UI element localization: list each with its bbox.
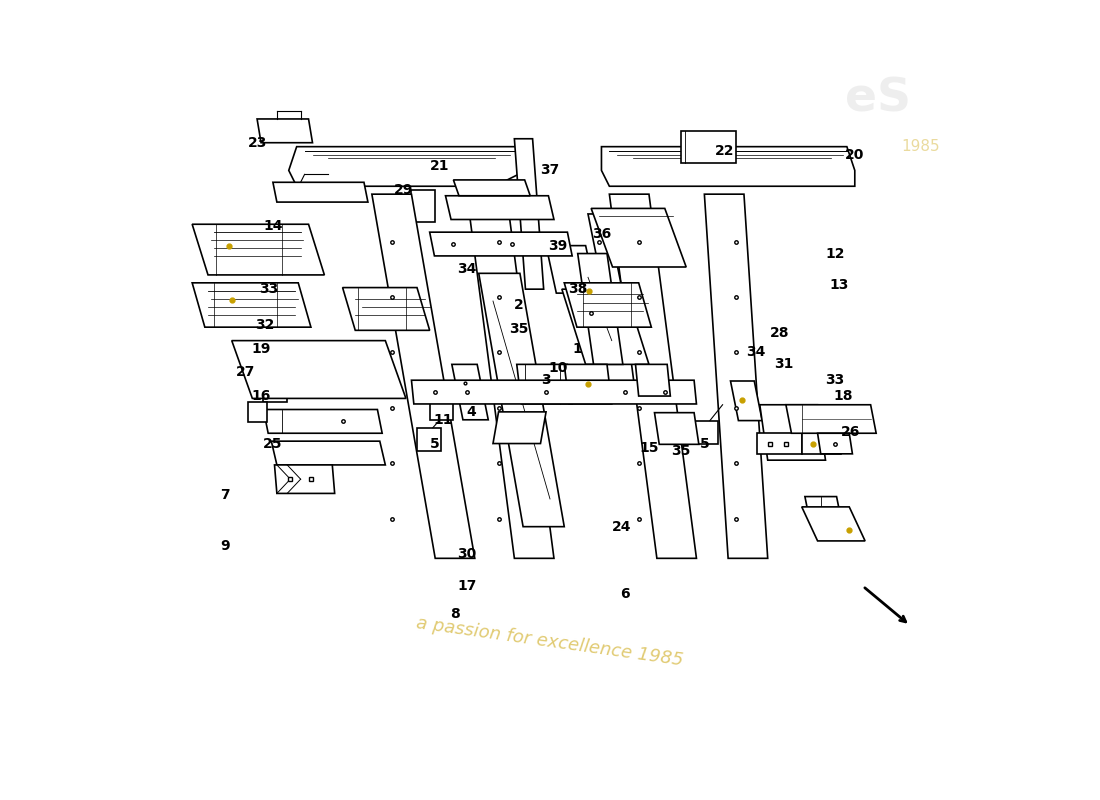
- Polygon shape: [636, 364, 670, 396]
- Polygon shape: [446, 196, 554, 219]
- Polygon shape: [289, 146, 526, 186]
- Polygon shape: [562, 289, 649, 364]
- Polygon shape: [730, 381, 762, 421]
- Polygon shape: [654, 413, 698, 444]
- Text: 8: 8: [450, 606, 460, 621]
- Text: 35: 35: [508, 322, 528, 336]
- Text: 3: 3: [541, 374, 551, 387]
- Text: eS: eS: [846, 77, 912, 122]
- Polygon shape: [248, 402, 266, 422]
- Text: 20: 20: [845, 147, 865, 162]
- Text: 9: 9: [221, 539, 230, 554]
- Text: 39: 39: [548, 238, 568, 253]
- Text: 25: 25: [263, 437, 283, 450]
- Text: 6: 6: [620, 587, 630, 601]
- Polygon shape: [478, 274, 564, 526]
- Text: 37: 37: [540, 163, 560, 178]
- Polygon shape: [453, 180, 530, 196]
- Polygon shape: [805, 497, 842, 520]
- Text: 24: 24: [612, 520, 631, 534]
- Text: 29: 29: [394, 183, 414, 198]
- Polygon shape: [802, 434, 842, 454]
- Polygon shape: [517, 364, 572, 404]
- Text: 34: 34: [746, 346, 766, 359]
- Polygon shape: [493, 412, 546, 443]
- Polygon shape: [602, 146, 855, 186]
- Polygon shape: [275, 465, 334, 494]
- Polygon shape: [192, 283, 311, 327]
- Text: 7: 7: [221, 488, 230, 502]
- Text: 30: 30: [458, 547, 476, 562]
- Text: 11: 11: [433, 413, 453, 426]
- Text: 18: 18: [833, 389, 853, 403]
- Text: 31: 31: [774, 358, 793, 371]
- Polygon shape: [546, 246, 596, 293]
- Text: 35: 35: [671, 445, 691, 458]
- Polygon shape: [417, 428, 441, 451]
- Polygon shape: [564, 364, 612, 404]
- Polygon shape: [411, 190, 436, 222]
- Polygon shape: [430, 396, 453, 420]
- Text: 1: 1: [573, 342, 583, 355]
- Polygon shape: [694, 421, 718, 444]
- Polygon shape: [411, 380, 696, 404]
- Polygon shape: [609, 194, 696, 558]
- Text: 22: 22: [714, 144, 734, 158]
- Polygon shape: [372, 194, 475, 558]
- Polygon shape: [588, 214, 623, 293]
- Polygon shape: [272, 441, 385, 465]
- Polygon shape: [704, 194, 768, 558]
- Polygon shape: [257, 119, 312, 142]
- Polygon shape: [232, 341, 406, 398]
- Text: 36: 36: [592, 226, 612, 241]
- Polygon shape: [342, 287, 430, 330]
- Text: 32: 32: [255, 318, 275, 332]
- Polygon shape: [263, 380, 287, 402]
- Text: 21: 21: [429, 159, 449, 174]
- Polygon shape: [430, 232, 572, 256]
- Text: 5: 5: [700, 437, 710, 450]
- Polygon shape: [263, 410, 382, 434]
- Text: 15: 15: [639, 441, 659, 454]
- Text: 34: 34: [458, 262, 476, 276]
- Polygon shape: [681, 131, 736, 162]
- Text: 16: 16: [252, 389, 271, 403]
- Text: a passion for excellence 1985: a passion for excellence 1985: [416, 614, 684, 669]
- Text: 28: 28: [770, 326, 790, 340]
- Text: 12: 12: [825, 246, 845, 261]
- Polygon shape: [591, 209, 686, 267]
- Polygon shape: [758, 434, 802, 454]
- Text: 33: 33: [825, 374, 845, 387]
- Polygon shape: [578, 254, 623, 364]
- Text: 19: 19: [252, 342, 271, 355]
- Text: 2: 2: [514, 298, 524, 312]
- Text: 5: 5: [430, 437, 440, 450]
- Text: 26: 26: [842, 425, 860, 438]
- Text: 14: 14: [263, 219, 283, 233]
- Text: 4: 4: [466, 405, 475, 419]
- Text: 23: 23: [248, 136, 267, 150]
- Polygon shape: [273, 182, 367, 202]
- Text: 38: 38: [568, 282, 587, 296]
- Polygon shape: [802, 507, 865, 541]
- Polygon shape: [817, 434, 852, 454]
- Polygon shape: [466, 194, 554, 558]
- Text: 13: 13: [829, 278, 848, 292]
- Polygon shape: [785, 405, 877, 434]
- Polygon shape: [760, 405, 825, 460]
- Polygon shape: [564, 283, 651, 327]
- Text: 17: 17: [458, 579, 476, 593]
- Polygon shape: [515, 138, 543, 289]
- Text: 33: 33: [260, 282, 278, 296]
- Text: 27: 27: [235, 366, 255, 379]
- Text: 10: 10: [548, 362, 568, 375]
- Text: 1985: 1985: [901, 139, 939, 154]
- Polygon shape: [452, 364, 488, 420]
- Polygon shape: [192, 224, 324, 275]
